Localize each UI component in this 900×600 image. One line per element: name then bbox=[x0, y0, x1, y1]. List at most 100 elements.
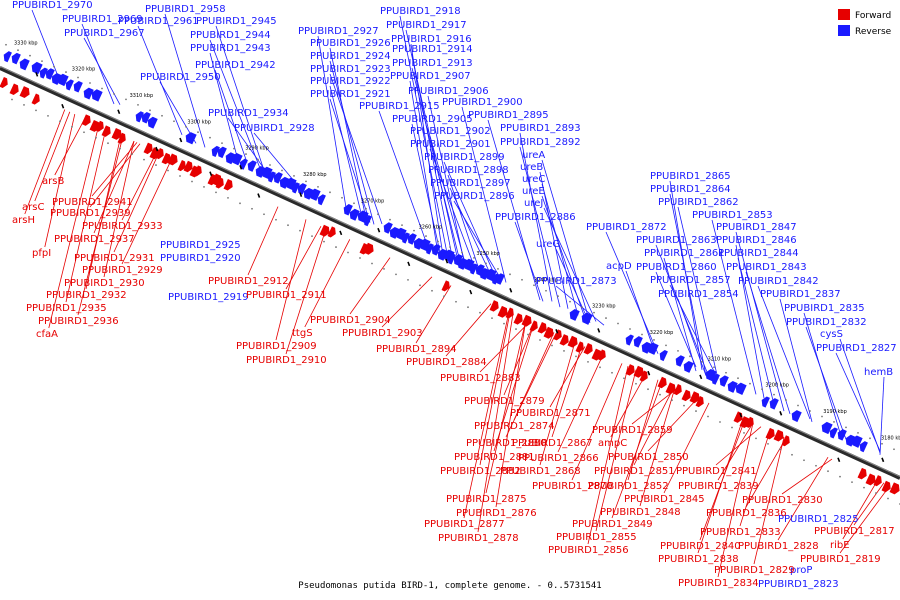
forward-gene-label-ppubird1-2841: PPUBIRD1_2841 bbox=[676, 466, 757, 477]
forward-gene-arrow-9 bbox=[117, 132, 126, 144]
track-marker bbox=[647, 370, 651, 376]
ruler-dot bbox=[863, 486, 865, 489]
reverse-gene-label-ppubird1-2926: PPUBIRD1_2926 bbox=[310, 38, 391, 49]
forward-gene-arrow-39 bbox=[575, 341, 584, 353]
reverse-gene-label-ppubird1-2943: PPUBIRD1_2943 bbox=[190, 43, 271, 54]
forward-gene-label-ppubird1-2881: PPUBIRD1_2881 bbox=[454, 452, 535, 463]
reverse-leader-line bbox=[410, 43, 444, 256]
ruler-dot bbox=[251, 207, 253, 210]
reverse-gene-label-ppubird1-2893: PPUBIRD1_2893 bbox=[500, 123, 581, 134]
forward-gene-label-ppubird1-2933: PPUBIRD1_2933 bbox=[82, 221, 163, 232]
reverse-leader-line bbox=[605, 231, 659, 354]
track-marker bbox=[377, 227, 381, 233]
reverse-leader-line bbox=[805, 326, 847, 440]
forward-gene-label-ppubird1-2855: PPUBIRD1_2855 bbox=[556, 532, 637, 543]
reverse-gene-label-ppubird1-2853: PPUBIRD1_2853 bbox=[692, 210, 773, 221]
ruler-dot bbox=[227, 196, 229, 199]
ruler-dot bbox=[269, 164, 271, 166]
reverse-gene-label-ppubird1-2970: PPUBIRD1_2970 bbox=[12, 0, 93, 11]
reverse-gene-label-ppubird1-2906: PPUBIRD1_2906 bbox=[408, 86, 489, 97]
forward-gene-label-ppubird1-2876: PPUBIRD1_2876 bbox=[456, 508, 537, 519]
reverse-gene-label-ppubird1-2832: PPUBIRD1_2832 bbox=[786, 317, 867, 328]
reverse-leader-line bbox=[164, 13, 206, 148]
reverse-gene-arrow-14 bbox=[147, 116, 158, 129]
reverse-leader-line bbox=[757, 285, 811, 420]
ruler-dot bbox=[575, 355, 577, 358]
reverse-gene-label-ureb: ureB bbox=[520, 162, 543, 173]
ruler-dot bbox=[605, 317, 607, 319]
reverse-gene-arrow-44 bbox=[425, 243, 434, 255]
ruler-dot bbox=[443, 295, 445, 298]
scale-tick-label: 3300 kbp bbox=[187, 119, 211, 125]
forward-gene-label-ppubird1-2817: PPUBIRD1_2817 bbox=[814, 526, 895, 537]
ruler-dot bbox=[629, 328, 631, 330]
reverse-leader-line bbox=[663, 257, 697, 372]
reverse-leader-line bbox=[519, 146, 561, 308]
reverse-gene-label-ppubird1-2913: PPUBIRD1_2913 bbox=[392, 58, 473, 69]
forward-gene-arrow-38 bbox=[567, 335, 578, 348]
reverse-leader-line bbox=[737, 257, 775, 405]
ruler-dot bbox=[707, 415, 709, 418]
ruler-dot bbox=[713, 366, 715, 369]
forward-gene-arrow-22 bbox=[223, 179, 233, 191]
ruler-dot bbox=[617, 322, 619, 325]
forward-gene-arrow-12 bbox=[155, 148, 164, 160]
forward-gene-label-ppubird1-2883: PPUBIRD1_2883 bbox=[440, 373, 521, 384]
ruler-dot bbox=[101, 87, 103, 90]
forward-gene-label-ppubird1-2836: PPUBIRD1_2836 bbox=[706, 508, 787, 519]
ruler-dot bbox=[545, 289, 547, 292]
reverse-gene-label-ppubird1-2915: PPUBIRD1_2915 bbox=[359, 101, 440, 112]
ruler-dot bbox=[659, 393, 661, 396]
ruler-dot bbox=[485, 262, 487, 265]
forward-gene-arrow-8 bbox=[111, 127, 122, 140]
forward-gene-label-ppubird1-2828: PPUBIRD1_2828 bbox=[738, 541, 819, 552]
reverse-gene-arrow-8 bbox=[65, 79, 74, 91]
forward-gene-arrow-46 bbox=[657, 376, 667, 389]
reverse-gene-label-ppubird1-2944: PPUBIRD1_2944 bbox=[190, 30, 271, 41]
forward-leader-line bbox=[495, 319, 527, 508]
ruler-dot bbox=[479, 311, 481, 314]
reverse-gene-label-ppubird1-2902: PPUBIRD1_2902 bbox=[410, 126, 491, 137]
scale-tick-label: 3180 kbp bbox=[881, 435, 900, 441]
ruler-dot bbox=[743, 432, 745, 434]
forward-leader-line bbox=[103, 140, 135, 278]
forward-leader-line bbox=[627, 379, 659, 481]
forward-leader-line bbox=[697, 418, 744, 554]
ruler-dot bbox=[803, 459, 805, 462]
ruler-dot bbox=[173, 120, 175, 123]
reverse-leader-line bbox=[461, 106, 507, 283]
forward-gene-arrow-10 bbox=[143, 142, 153, 155]
forward-gene-label-ppubird1-2868: PPUBIRD1_2868 bbox=[500, 466, 581, 477]
ruler-dot bbox=[797, 404, 799, 407]
reverse-leader-line bbox=[329, 73, 383, 225]
track-marker bbox=[597, 328, 601, 333]
forward-gene-label-ppubird1-2932: PPUBIRD1_2932 bbox=[46, 290, 127, 301]
reverse-gene-label-ppubird1-2921: PPUBIRD1_2921 bbox=[310, 89, 391, 100]
forward-gene-arrow-34 bbox=[537, 322, 547, 334]
reverse-leader-line bbox=[329, 98, 371, 223]
forward-gene-label-ppubird1-2878: PPUBIRD1_2878 bbox=[438, 533, 519, 544]
forward-leader-line bbox=[503, 323, 535, 396]
reverse-gene-label-ppubird1-2847: PPUBIRD1_2847 bbox=[716, 222, 797, 233]
reverse-gene-arrow-74 bbox=[791, 410, 802, 423]
ruler-dot bbox=[833, 421, 835, 423]
forward-gene-label-ppubird1-2935: PPUBIRD1_2935 bbox=[26, 303, 107, 314]
forward-leader-line bbox=[48, 124, 100, 329]
reverse-gene-arrow-36 bbox=[363, 215, 372, 227]
ruler-dot bbox=[395, 273, 397, 276]
ruler-dot bbox=[809, 410, 811, 412]
forward-gene-arrow-7 bbox=[101, 125, 111, 137]
ruler-dot bbox=[677, 349, 679, 352]
ruler-dot bbox=[887, 497, 889, 500]
reverse-gene-label-ppubird1-2862: PPUBIRD1_2862 bbox=[658, 197, 739, 208]
reverse-gene-label-ppubird1-2825: PPUBIRD1_2825 bbox=[778, 514, 859, 525]
forward-gene-arrow-60 bbox=[873, 475, 882, 487]
ruler-dot bbox=[413, 229, 415, 232]
ruler-dot bbox=[191, 180, 193, 183]
ruler-dot bbox=[467, 306, 469, 309]
ruler-dot bbox=[431, 289, 433, 292]
ruler-dot bbox=[53, 65, 55, 68]
reverse-gene-label-ppubird1-2905: PPUBIRD1_2905 bbox=[392, 114, 473, 125]
reverse-gene-arrow-1 bbox=[11, 52, 21, 65]
genome-caption: Pseudomonas putida BIRD-1, complete geno… bbox=[298, 581, 601, 591]
